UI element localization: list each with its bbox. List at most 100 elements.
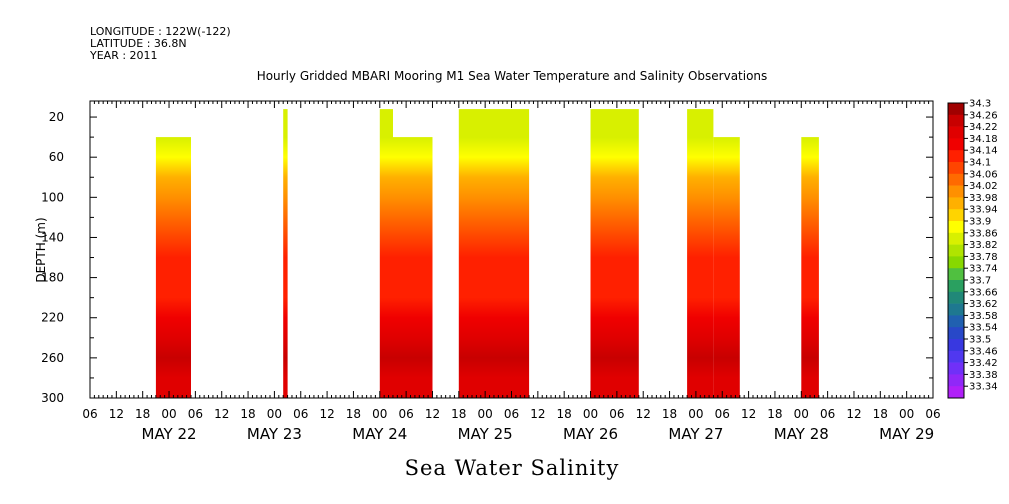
colorbar-swatch [948,303,964,316]
colorbar-label: 33.74 [969,264,998,275]
colorbar-label: 33.94 [969,205,998,216]
data-block-8 [713,137,740,398]
day-label: MAY 29 [879,425,934,443]
colorbar-swatch [948,244,964,257]
x-hour-label: 18 [346,407,361,421]
colorbar-label: 33.78 [969,252,998,263]
x-hour-label: 00 [478,407,493,421]
x-hour-label: 06 [925,407,940,421]
x-hour-label: 06 [82,407,97,421]
x-hour-label: 00 [161,407,176,421]
colorbar-swatch [948,327,964,340]
colorbar-label: 34.02 [969,181,998,192]
data-block-9 [801,137,819,398]
colorbar-swatch [948,350,964,363]
day-label: MAY 26 [563,425,618,443]
chart-title: Hourly Gridded MBARI Mooring M1 Sea Wate… [257,69,768,83]
colorbar-label: 33.34 [969,382,998,393]
colorbar-swatch [948,173,964,186]
y-tick-label: 260 [41,351,64,365]
y-axis-label: DEPTH (m) [34,217,48,282]
variable-label: Sea Water Salinity [405,456,620,480]
x-hour-label: 00 [267,407,282,421]
colorbar-swatch [948,185,964,198]
colorbar-swatch [948,209,964,222]
x-hour-label: 00 [688,407,703,421]
colorbar-label: 33.98 [969,193,998,204]
x-hour-label: 06 [820,407,835,421]
colorbar: 34.334.2634.2234.1834.1434.134.0634.0233… [947,99,998,399]
data-block-5 [458,109,530,398]
x-hour-label: 06 [398,407,413,421]
data-block-2 [283,109,288,398]
colorbar-swatch [948,162,964,175]
day-label: MAY 25 [458,425,513,443]
x-hour-label: 12 [636,407,651,421]
x-hour-label: 00 [583,407,598,421]
colorbar-label: 34.3 [969,99,991,110]
colorbar-swatch [948,114,964,127]
colorbar-label: 34.22 [969,122,998,133]
x-hour-label: 18 [767,407,782,421]
colorbar-label: 33.42 [969,358,998,369]
colorbar-label: 34.18 [969,134,998,145]
colorbar-label: 33.86 [969,228,998,239]
colorbar-swatch [948,339,964,352]
y-tick-label: 60 [49,150,64,164]
x-hour-label: 18 [873,407,888,421]
x-hour-label: 06 [293,407,308,421]
colorbar-label: 33.54 [969,323,998,334]
colorbar-label: 33.66 [969,287,998,298]
colorbar-swatch [948,268,964,281]
colorbar-swatch [948,221,964,234]
colorbar-label: 34.14 [969,146,998,157]
x-hour-label: 12 [214,407,229,421]
x-hour-label: 00 [794,407,809,421]
data-block-3 [379,109,393,398]
x-hour-label: 06 [504,407,519,421]
x-hour-label: 00 [899,407,914,421]
x-hour-label: 12 [109,407,124,421]
y-tick-label: 180 [41,271,64,285]
colorbar-label: 33.82 [969,240,998,251]
colorbar-label: 33.62 [969,299,998,310]
colorbar-swatch [948,386,964,399]
colorbar-label: 33.5 [969,335,991,346]
y-axis: 20 60 100 140 180 220 260 300 [41,110,933,405]
colorbar-label: 34.26 [969,110,998,121]
day-label: MAY 27 [668,425,723,443]
colorbar-label: 33.9 [969,217,991,228]
colorbar-swatch [948,362,964,375]
colorbar-label: 33.38 [969,370,998,381]
colorbar-swatch [948,280,964,293]
data-block-6 [590,109,639,398]
x-hour-label: 06 [715,407,730,421]
day-label: MAY 23 [247,425,302,443]
x-hour-label: 06 [609,407,624,421]
y-tick-label: 220 [41,311,64,325]
colorbar-swatch [948,197,964,210]
colorbar-swatch [948,126,964,139]
day-label: MAY 22 [142,425,197,443]
colorbar-label: 34.06 [969,169,998,180]
longitude-label: LONGITUDE : 122W(-122) [90,25,231,38]
data-block-7 [687,109,714,398]
colorbar-swatch [948,315,964,328]
data-block-4 [393,137,433,398]
x-hour-label: 18 [557,407,572,421]
day-label: MAY 28 [774,425,829,443]
colorbar-label: 33.46 [969,346,998,357]
day-label: MAY 24 [352,425,407,443]
y-tick-label: 140 [41,230,64,244]
y-tick-label: 20 [49,110,64,124]
colorbar-swatch [948,138,964,151]
x-axis: 06 12 18 00 06 12 18 00 06 12 18 00 06 12 18 00 06 12 18 00… [82,101,941,443]
data-block-1 [155,137,191,398]
y-tick-label: 100 [41,190,64,204]
colorbar-label: 33.7 [969,276,991,287]
colorbar-swatch [948,150,964,163]
x-hour-label: 06 [188,407,203,421]
year-label: YEAR : 2011 [89,49,158,62]
colorbar-swatch [948,256,964,269]
